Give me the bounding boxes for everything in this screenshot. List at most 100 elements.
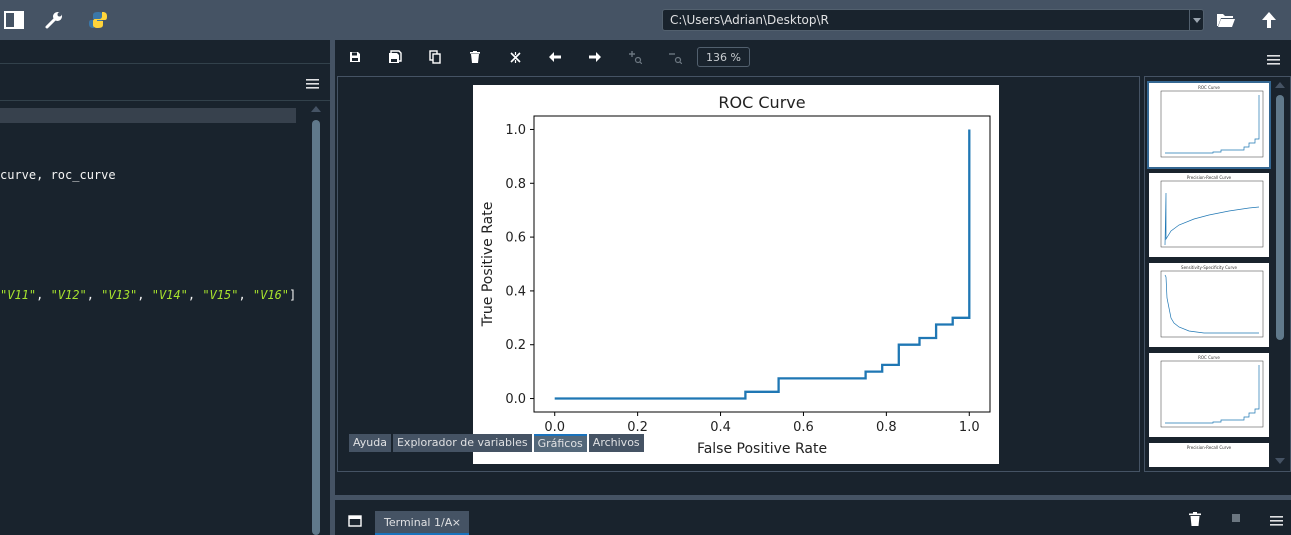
code-separator: , (187, 288, 203, 302)
save-icon[interactable] (345, 48, 365, 66)
y-tick-label: 0.4 (505, 284, 526, 299)
zoom-in-icon[interactable] (625, 48, 645, 66)
arrow-right-icon[interactable] (585, 48, 605, 66)
code-editor[interactable]: curve, roc_curve "V11", "V12", "V13", "V… (0, 102, 298, 535)
thumbnail-title: ROC Curve (1198, 355, 1220, 360)
plot-thumbnail[interactable]: Precision-Recall Curve (1149, 173, 1269, 257)
x-tick-label: 0.6 (793, 420, 814, 435)
toggle-panel-icon[interactable] (0, 6, 28, 34)
thumbnail-preview (1160, 270, 1264, 338)
close-icon[interactable]: × (451, 516, 461, 529)
code-string: "V12" (50, 288, 87, 302)
code-line-columns: "V11", "V12", "V13", "V14", "V15", "V16"… (0, 288, 296, 302)
plots-toolbar: 136 % (335, 40, 1291, 74)
thumbnail-preview (1160, 180, 1264, 248)
menu-icon[interactable] (1270, 512, 1283, 526)
code-separator: , (36, 288, 51, 302)
code-separator: , (137, 288, 152, 302)
zoom-out-icon[interactable] (665, 48, 685, 66)
code-string: "V11" (0, 288, 37, 302)
code-string: "V14" (151, 288, 188, 302)
roc-chart: 0.0 0.2 0.4 0.6 0.8 1.0 0.0 0.2 0.4 0.6 0.8 1.0 ROC … (480, 93, 991, 457)
figure-canvas: 0.0 0.2 0.4 0.6 0.8 1.0 0.0 0.2 0.4 0.6 0.8 1.0 ROC … (473, 85, 999, 464)
plot-thumbnail[interactable]: Sensitivity-Specificity Curve (1149, 263, 1269, 347)
plot-thumbnail[interactable]: ROC Curve (1149, 353, 1269, 437)
roc-series-line (554, 129, 971, 400)
thumbnail-preview (1160, 90, 1264, 158)
save-all-icon[interactable] (385, 48, 405, 66)
x-axis-label: False Positive Rate (697, 441, 827, 457)
editor-tabs-bar (0, 64, 330, 101)
code-string: "V15" (202, 288, 239, 302)
figure-browser: 0.0 0.2 0.4 0.6 0.8 1.0 0.0 0.2 0.4 0.6 0.8 1.0 ROC … (337, 76, 1140, 472)
code-bracket: ] (289, 288, 297, 302)
thumbnail-title: Sensitivity-Specificity Curve (1181, 265, 1237, 270)
pane-tabs: Ayuda Explorador de variables Gráficos A… (349, 434, 644, 452)
code-separator: , (238, 288, 253, 302)
trash-icon[interactable] (1189, 511, 1201, 526)
plots-options-menu-icon[interactable] (1267, 51, 1280, 65)
new-console-icon[interactable] (348, 512, 362, 527)
y-tick-label: 0.0 (505, 392, 526, 407)
plot-frame (533, 115, 991, 413)
close-all-icon[interactable] (505, 48, 525, 66)
delete-icon[interactable] (465, 48, 485, 66)
plot-thumbnail[interactable]: Precision-Recall Curve (1149, 443, 1269, 467)
copy-icon[interactable] (425, 48, 445, 66)
plots-pane: 136 % 0.0 0.2 0.4 0.6 0.8 1.0 0.0 0.2 0.4 0.6 0.8 1… (335, 40, 1291, 495)
y-tick-label: 1.0 (505, 123, 526, 138)
current-line-highlight (0, 108, 296, 123)
vertical-splitter[interactable] (330, 40, 335, 535)
scroll-up-icon[interactable] (311, 106, 321, 112)
editor-scrollbar[interactable] (310, 102, 322, 535)
horizontal-splitter[interactable] (335, 495, 1291, 500)
main-toolbar: C:\Users\Adrian\Desktop\R (0, 0, 1291, 40)
y-tick-label: 0.6 (505, 231, 526, 246)
chevron-down-icon[interactable] (1189, 10, 1203, 30)
code-string: "V16" (252, 288, 290, 302)
arrow-up-icon[interactable] (1255, 6, 1283, 34)
tab-variable-explorer[interactable]: Explorador de variables (392, 434, 532, 452)
y-tick-label: 0.8 (505, 177, 526, 192)
editor-options-menu-icon[interactable] (306, 75, 319, 89)
scrollbar-thumb[interactable] (312, 120, 320, 535)
thumbnail-title: ROC Curve (1198, 85, 1220, 90)
x-tick-label: 1.0 (959, 420, 980, 435)
wrench-icon[interactable] (40, 6, 68, 34)
code-string: "V13" (101, 288, 138, 302)
y-axis-label: True Positive Rate (480, 202, 496, 328)
tab-terminal[interactable]: Terminal 1/A × (375, 511, 469, 535)
code-line-import: curve, roc_curve (0, 168, 116, 182)
x-tick-label: 0.0 (544, 420, 565, 435)
thumbnail-title: Precision-Recall Curve (1186, 175, 1232, 180)
thumbnail-strip: ROC Curve Precision-Recall Curve Sensitivi… (1144, 76, 1291, 472)
python-icon[interactable] (84, 6, 112, 34)
scroll-up-icon[interactable] (1275, 82, 1285, 88)
tab-help[interactable]: Ayuda (349, 434, 391, 452)
scroll-down-icon[interactable] (1275, 458, 1285, 464)
x-tick-label: 0.8 (876, 420, 897, 435)
folder-open-icon[interactable] (1212, 6, 1240, 34)
chart-title: ROC Curve (718, 93, 805, 112)
editor-pane: curve, roc_curve "V11", "V12", "V13", "V… (0, 40, 330, 535)
working-directory-combobox[interactable]: C:\Users\Adrian\Desktop\R (662, 9, 1204, 31)
tab-files[interactable]: Archivos (588, 434, 644, 452)
terminal-tab-label: Terminal 1/A (384, 516, 453, 529)
editor-pane-header (0, 40, 330, 64)
thumbnail-preview (1160, 360, 1264, 428)
y-tick-label: 0.2 (505, 338, 526, 353)
thumbnail-scrollbar[interactable] (1273, 77, 1287, 471)
thumbnail-title: Precision-Recall Curve (1186, 445, 1232, 450)
zoom-level: 136 % (697, 47, 750, 67)
x-tick-label: 0.4 (710, 420, 731, 435)
arrow-left-icon[interactable] (545, 48, 565, 66)
console-pane: Terminal 1/A × (335, 500, 1291, 535)
x-tick-label: 0.2 (627, 420, 648, 435)
stop-icon[interactable] (1232, 514, 1240, 522)
scrollbar-thumb[interactable] (1276, 95, 1284, 340)
plot-thumbnail[interactable]: ROC Curve (1147, 81, 1271, 169)
working-directory-path: C:\Users\Adrian\Desktop\R (670, 13, 829, 27)
code-separator: , (86, 288, 102, 302)
tab-plots[interactable]: Gráficos (533, 434, 587, 452)
